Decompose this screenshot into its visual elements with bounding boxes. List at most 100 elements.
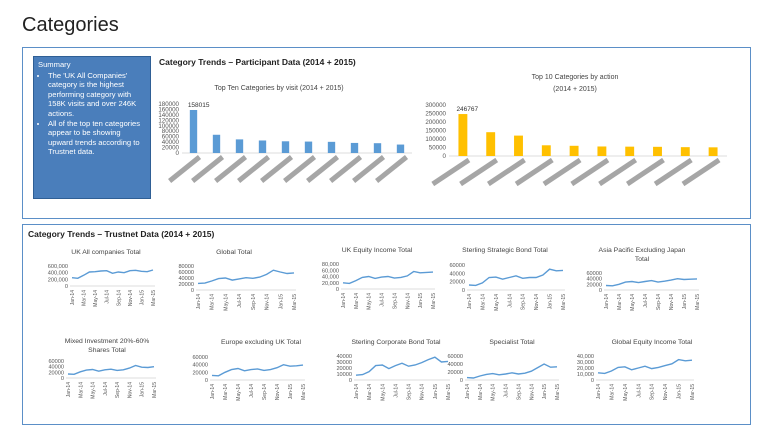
x-tick-label: Mar-15 xyxy=(292,294,298,310)
x-tick-label: Jan-15 xyxy=(677,384,683,400)
series-line xyxy=(342,270,434,285)
x-tick-label: May-14 xyxy=(494,294,500,311)
category-label xyxy=(352,155,386,183)
y-tick-label: 120000 xyxy=(158,117,179,124)
x-tick-label: Jan-14 xyxy=(70,290,76,306)
x-tick-label: Jul-14 xyxy=(105,290,111,304)
y-tick-label: 30,000 xyxy=(577,360,594,366)
y-tick-label: 40,000 xyxy=(322,275,339,281)
data-label: 158015 xyxy=(188,102,210,109)
y-tick-label: 40000 xyxy=(586,277,602,283)
x-tick-label: Mar-14 xyxy=(478,384,484,400)
y-tick-label: 60000 xyxy=(449,263,465,269)
x-tick-label: Sep-14 xyxy=(656,294,662,310)
bar xyxy=(281,141,290,153)
y-tick-label: 400,000 xyxy=(48,271,68,277)
bar xyxy=(569,145,579,156)
x-tick-label: Jul-14 xyxy=(380,293,386,307)
x-tick-label: Jan-15 xyxy=(288,384,294,400)
x-tick-label: Jan-14 xyxy=(210,384,216,400)
y-tick-label: 60000 xyxy=(178,270,194,276)
y-tick-label: 60000 xyxy=(162,134,180,141)
x-tick-label: Mar-14 xyxy=(210,294,216,310)
x-tick-label: Mar-14 xyxy=(78,382,84,398)
y-tick-label: 20,000 xyxy=(322,281,339,287)
bar xyxy=(189,109,198,153)
category-label xyxy=(306,155,340,183)
y-tick-label: 80000 xyxy=(178,264,194,270)
x-tick-label: Nov-14 xyxy=(669,294,675,310)
category-label xyxy=(542,157,582,187)
x-tick-label: May-14 xyxy=(491,384,497,401)
y-tick-label: 10000 xyxy=(336,372,352,378)
x-tick-label: Nov-14 xyxy=(275,384,281,400)
x-tick-label: Jul-14 xyxy=(643,294,649,308)
bar xyxy=(458,114,468,156)
y-tick-label: 0 xyxy=(462,288,465,294)
chart-title: Europe excluding UK Total xyxy=(221,339,301,346)
y-tick-label: 80000 xyxy=(162,128,180,135)
x-tick-label: Jan-14 xyxy=(467,294,473,310)
y-tick-label: 600,000 xyxy=(48,264,68,270)
y-tick-label: 60000 xyxy=(192,355,208,361)
y-tick-label: 20000 xyxy=(48,370,64,376)
x-tick-label: Sep-14 xyxy=(392,293,398,309)
y-tick-label: 80,000 xyxy=(322,262,339,268)
x-tick-label: Jan-15 xyxy=(542,384,548,400)
x-tick-label: Sep-14 xyxy=(251,294,257,310)
x-tick-label: Mar-14 xyxy=(354,293,360,309)
category-label xyxy=(214,155,248,183)
x-tick-label: Jan-15 xyxy=(418,293,424,309)
bar xyxy=(653,146,662,156)
y-tick-label: 250000 xyxy=(425,111,446,118)
bar xyxy=(486,132,496,156)
bar xyxy=(373,143,382,153)
x-tick-label: Mar-14 xyxy=(223,384,229,400)
y-tick-label: 50000 xyxy=(429,145,447,152)
x-tick-label: Jan-14 xyxy=(465,384,471,400)
summary-point: All of the top ten categories appear to … xyxy=(48,119,146,157)
x-tick-label: Jan-14 xyxy=(596,384,602,400)
participant-section-title: Category Trends – Participant Data (2014… xyxy=(159,57,356,67)
y-tick-label: 0 xyxy=(443,153,447,160)
x-tick-label: Jan-14 xyxy=(604,294,610,310)
bar xyxy=(396,144,405,153)
chart-title: Top 10 Categories by action xyxy=(532,74,619,81)
bar xyxy=(514,135,523,156)
x-tick-label: Nov-14 xyxy=(127,382,133,398)
bar xyxy=(327,141,336,153)
y-tick-label: 0 xyxy=(599,288,602,294)
bar xyxy=(597,146,607,156)
y-tick-label: 160000 xyxy=(158,106,179,113)
x-tick-label: Jul-14 xyxy=(237,294,243,308)
y-tick-label: 0 xyxy=(65,284,68,290)
y-tick-label: 20,000 xyxy=(577,366,594,372)
x-tick-label: Sep-14 xyxy=(115,382,121,398)
x-tick-label: May-14 xyxy=(236,384,242,401)
y-tick-label: 20000 xyxy=(336,366,352,372)
series-line xyxy=(597,358,693,375)
y-tick-label: 0 xyxy=(61,376,64,382)
chart-title: Specialist Total xyxy=(489,339,535,346)
y-tick-label: 20000 xyxy=(178,282,194,288)
chart-subtitle: Shares Total xyxy=(88,347,126,354)
data-label: 246767 xyxy=(456,106,478,113)
chart-title: Sterling Corporate Bond Total xyxy=(351,339,441,346)
x-tick-label: Nov-14 xyxy=(128,290,134,306)
x-tick-label: Mar-15 xyxy=(446,384,452,400)
series-line xyxy=(211,363,304,377)
x-tick-label: Jul-14 xyxy=(507,294,513,308)
x-tick-label: May-14 xyxy=(380,384,386,401)
x-tick-label: Jan-15 xyxy=(140,382,146,398)
category-label xyxy=(598,157,638,187)
y-tick-label: 40000 xyxy=(449,271,465,277)
y-tick-label: 300000 xyxy=(425,102,446,109)
chart-subtitle: (2014 + 2015) xyxy=(553,86,597,93)
chart-title: UK Equity Income Total xyxy=(342,247,413,254)
series-line xyxy=(605,277,698,287)
x-tick-label: Mar-15 xyxy=(151,290,157,306)
x-tick-label: Mar-14 xyxy=(480,294,486,310)
y-tick-label: 20000 xyxy=(586,282,602,288)
y-tick-label: 0 xyxy=(591,378,594,384)
